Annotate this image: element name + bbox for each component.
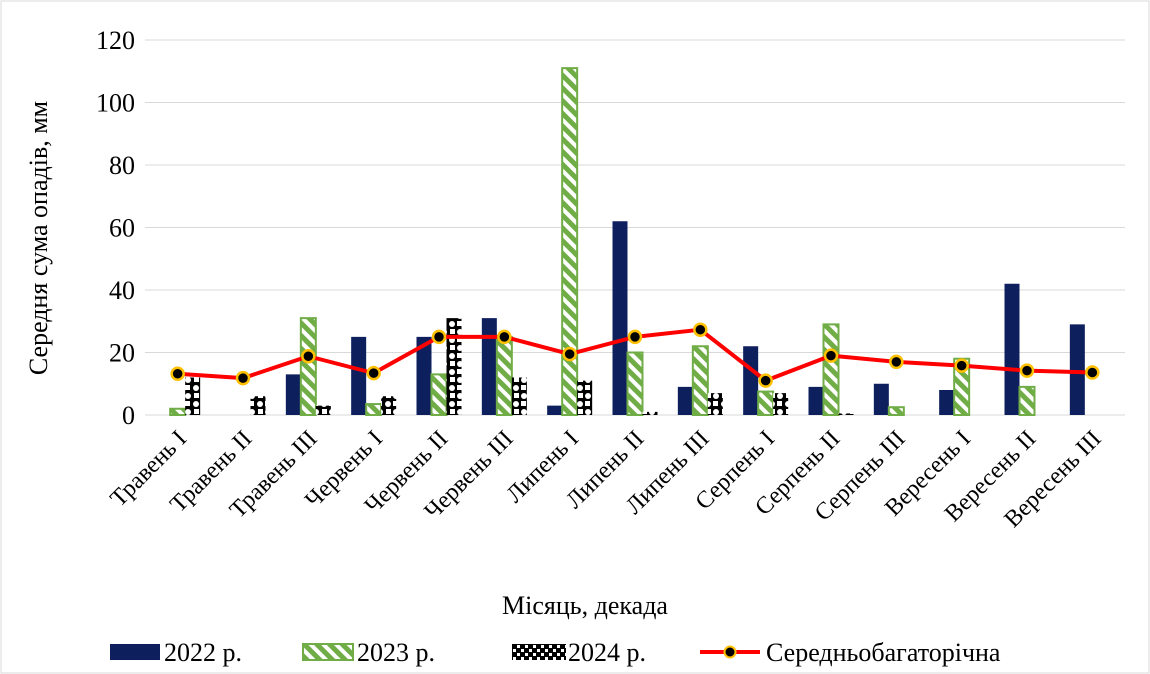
y-tick-label: 120 [96,26,135,55]
bar-2023-6 [561,67,579,416]
legend-swatch-2024 [512,644,566,660]
bar-2024-10 [838,413,854,415]
bar-2022-2 [285,374,301,415]
average-point-12 [954,358,969,373]
average-point-13 [1019,363,1035,378]
legend-swatch-2022 [110,644,160,660]
bar-2023-5 [495,335,513,416]
average-point-10 [823,348,839,363]
y-tick-label: 0 [122,401,135,430]
legend-label-2024: 2024 р. [568,638,646,667]
y-axis-title: Середня сума опадів, мм [24,101,53,375]
bar-2024-6 [577,380,593,415]
bar-2022-8 [677,386,693,415]
legend: 2022 р. 2023 р. 2024 р. Середньобагаторі… [110,638,1001,667]
bar-2022-13 [1004,283,1020,415]
bar-2023-9 [757,390,775,416]
average-point-14 [1085,365,1100,380]
bar-2024-4 [446,318,462,415]
legend-label-2023: 2023 р. [357,638,435,667]
bar-2023-7 [626,351,644,416]
bar-2023-10 [822,323,840,416]
bar-2023-8 [691,345,709,416]
bar-2022-11 [873,383,889,415]
legend-swatch-2023 [302,643,354,661]
average-point-2 [301,349,316,364]
y-tick-label: 100 [96,89,135,118]
y-tick-label: 60 [109,214,135,243]
bar-2024-3 [381,396,397,415]
bar-2024-5 [511,377,527,415]
bars [169,67,1085,416]
average-point-6 [562,346,577,362]
y-tick-label: 80 [109,151,135,180]
bar-2023-4 [430,373,448,416]
y-tick-label: 20 [109,339,135,368]
average-point-7 [627,329,643,345]
y-axis-ticks: 0 20 40 60 80 100 120 [96,26,135,430]
bar-2022-5 [481,318,497,415]
bar-2024-0 [185,377,201,415]
x-axis-title: Місяць, декада [502,591,668,620]
bar-2023-11 [887,406,905,416]
average-point-5 [497,329,512,345]
bar-2022-7 [612,221,628,415]
bar-2024-1 [250,396,266,415]
bar-2023-2 [299,317,317,416]
average-line [170,322,1100,388]
average-point-9 [758,373,773,388]
bar-2024-2 [315,405,331,415]
average-point-0 [170,366,185,381]
average-point-4 [431,329,447,345]
bar-2022-12 [939,390,955,415]
bar-2024-7 [642,411,658,415]
bar-2022-9 [743,346,759,415]
bar-2024-8 [707,393,723,415]
bar-2023-0 [169,407,187,416]
bar-2022-6 [547,405,563,415]
average-point-11 [889,354,904,370]
bar-2024-9 [773,393,789,415]
legend-label-2022: 2022 р. [164,638,242,667]
y-tick-label: 40 [109,276,135,305]
bar-2022-14 [1069,324,1085,415]
legend-marker-average [723,645,737,659]
bar-2023-3 [365,403,383,416]
bar-2022-10 [808,386,824,415]
average-point-3 [366,365,381,381]
legend-label-average: Середньобагаторічна [766,638,1001,667]
bar-2022-3 [351,336,367,415]
bar-2023-13 [1018,385,1036,416]
average-point-1 [235,370,251,386]
bar-2022-4 [416,336,432,415]
average-point-8 [693,322,708,337]
